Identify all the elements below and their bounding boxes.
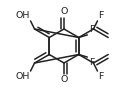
Text: F: F [98,11,104,20]
Text: F: F [89,58,94,67]
Text: O: O [60,8,68,16]
Text: F: F [89,25,94,34]
Text: F: F [98,72,104,81]
Text: OH: OH [15,72,30,81]
Text: OH: OH [15,11,30,20]
Text: O: O [60,76,68,84]
